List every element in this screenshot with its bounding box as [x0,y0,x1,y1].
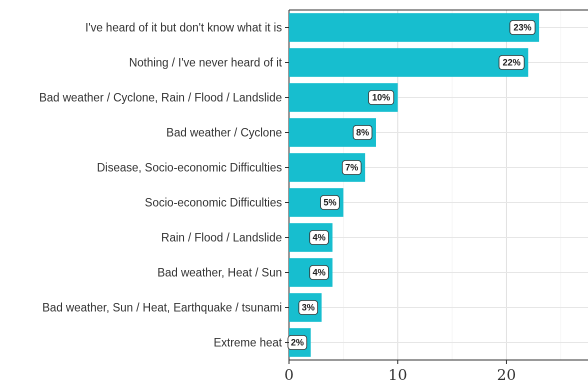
category-label: Bad weather / Cyclone, Rain / Flood / La… [39,93,282,105]
data-label-box [320,195,340,210]
data-label-box [309,230,329,245]
category-label: I've heard of it but don't know what it … [85,23,282,35]
x-tick-label: 20 [497,366,516,383]
data-label-box [341,160,362,175]
data-label: 2% [291,338,304,348]
bar [289,48,529,77]
data-label: 22% [503,58,521,68]
data-label-box [509,20,536,35]
category-label: Bad weather / Cyclone [166,128,282,140]
category-label: Nothing / I've never heard of it [129,58,283,70]
bar [289,13,540,42]
data-label: 10% [372,93,390,103]
data-label-box [298,300,319,315]
data-label: 7% [345,163,358,173]
category-label: Bad weather, Sun / Heat, Earthquake / ts… [42,303,282,315]
data-label-box [368,90,395,105]
data-label: 5% [323,198,336,208]
data-label: 8% [356,128,369,138]
category-label: Extreme heat [214,338,283,350]
x-axis-ticks: 0 10 20 [284,360,516,383]
category-label: Socio-economic Difficulties [145,198,282,210]
x-tick-label: 10 [388,366,407,383]
category-label: Rain / Flood / Landslide [161,233,282,245]
category-label: Bad weather, Heat / Sun [157,268,282,280]
category-labels: I've heard of it but don't know what it … [39,23,289,350]
data-label-box [309,265,329,280]
x-tick-label: 0 [284,366,294,383]
data-label: 3% [302,303,315,313]
data-label: 4% [313,233,326,243]
data-label: 4% [313,268,326,278]
category-label: Disease, Socio-economic Difficulties [97,163,282,175]
data-label: 23% [513,23,531,33]
data-label-box [498,55,525,70]
data-label-box [352,125,373,140]
data-labels: 23% 22% 10% 8% 7% 5% 4% 4% 3% 2% [287,20,536,350]
